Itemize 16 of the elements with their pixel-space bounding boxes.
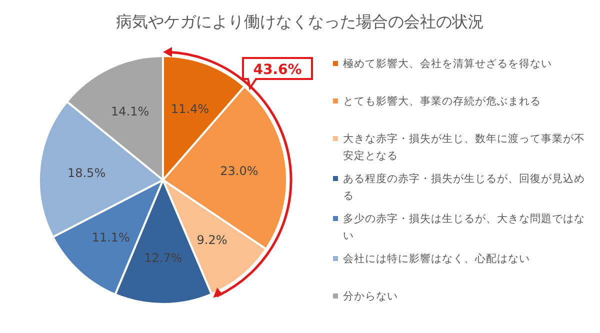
legend-label: 多少の赤字・損失は生じるが、大きな問題ではない xyxy=(343,212,585,242)
data-label: 11.1% xyxy=(92,230,130,245)
legend-label: ある程度の赤字・損失が生じるが、回復が見込める xyxy=(343,172,585,202)
data-label: 18.5% xyxy=(67,166,106,180)
legend-label: 大きな赤字・損失が生じ、数年に渡って事業が不安定となる xyxy=(343,132,585,162)
legend-label: 会社には特に影響はなく、心配はない xyxy=(343,252,530,265)
data-label: 11.4% xyxy=(170,102,210,116)
legend-label: 極めて影響大、会社を清算せざるを得ない xyxy=(343,57,552,70)
chart-title: 病気やケガにより働けなくなった場合の会社の状況 xyxy=(116,12,484,31)
legend-label: 分からない xyxy=(343,290,398,302)
data-label: 9.2% xyxy=(196,233,228,248)
legend-label: とても影響大、事業の存続が危ぶまれる xyxy=(343,94,541,108)
text: 43.6% xyxy=(253,62,302,78)
data-label: 14.1% xyxy=(110,104,150,119)
data-label: 12.7% xyxy=(144,250,182,265)
data-label: 23.0% xyxy=(220,164,258,178)
